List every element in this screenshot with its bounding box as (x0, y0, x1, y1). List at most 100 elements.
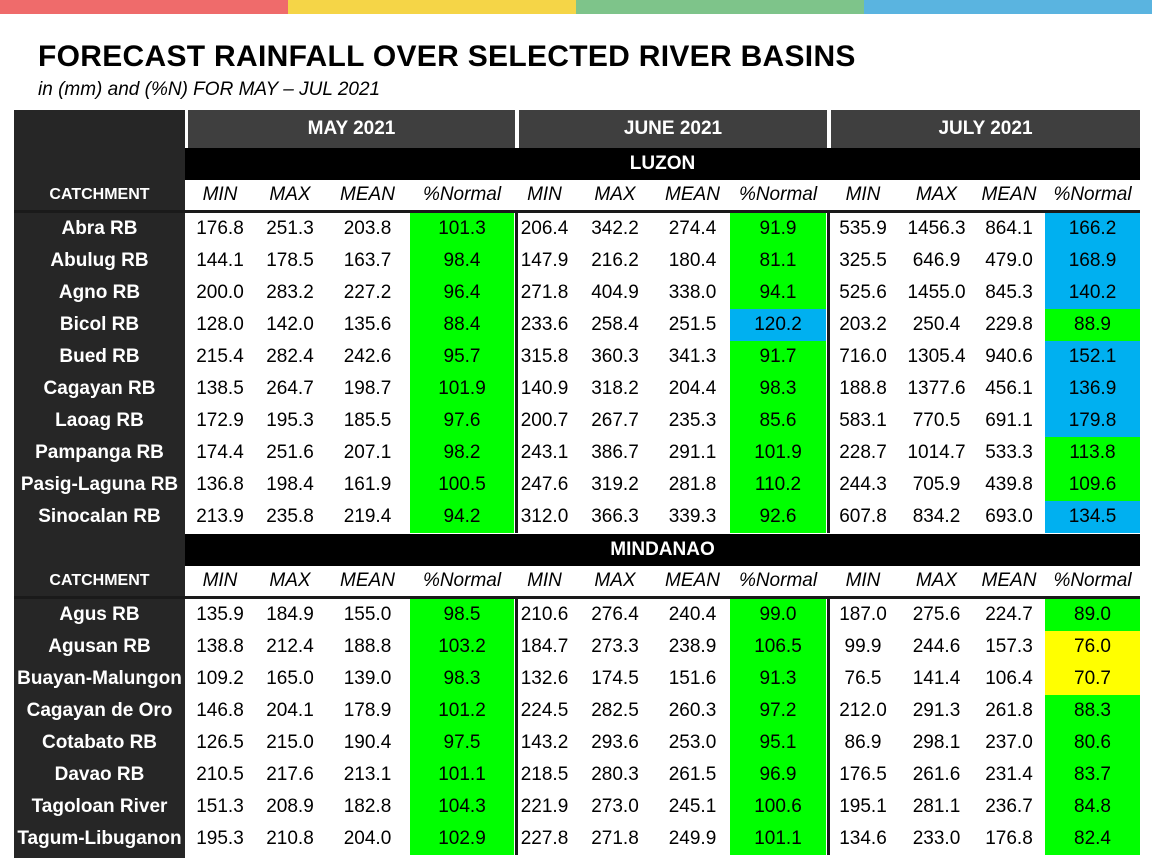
pct-normal-cell-normal: 89.0 (1045, 599, 1140, 631)
cell-may-max: 195.3 (266, 410, 314, 431)
pct-normal-cell-normal: 103.2 (410, 631, 514, 663)
cell-jun-min: 218.5 (520, 764, 569, 785)
cell-may-min: 146.8 (196, 700, 244, 721)
pct-normal-cell-normal: 81.1 (730, 245, 826, 277)
cell-jul-max: 244.6 (912, 636, 961, 657)
column-header-mean: MEAN (665, 184, 720, 205)
cell-jul-mean: 439.8 (985, 474, 1033, 495)
page-title: FORECAST RAINFALL OVER SELECTED RIVER BA… (38, 40, 856, 73)
cell-jul-min: 607.8 (839, 506, 887, 527)
pct-normal-cell-normal: 101.2 (410, 695, 514, 727)
pct-normal-cell-normal: 98.4 (410, 245, 514, 277)
column-header-mean: MEAN (981, 184, 1037, 205)
top-color-bar (0, 0, 1152, 14)
pct-normal-cell-normal: 92.6 (730, 501, 826, 533)
cell-may-max: 251.6 (266, 442, 314, 463)
cell-jun-max: 342.2 (591, 218, 639, 239)
column-header-min: MIN (202, 184, 238, 205)
cell-jul-min: 188.8 (839, 378, 887, 399)
cell-jun-mean: 240.4 (668, 604, 717, 625)
cell-jul-min: 195.1 (839, 796, 887, 817)
column-header-pct-normal: %Normal (738, 184, 818, 205)
top-bar-segment-blue (864, 0, 1152, 14)
cell-jul-mean: 693.0 (985, 506, 1033, 527)
cell-jun-min: 221.9 (520, 796, 569, 817)
cell-jun-max: 404.9 (591, 282, 639, 303)
cell-may-mean: 139.0 (343, 668, 392, 689)
table-row: 174.4 251.6 207.1 98.2 243.1 386.7 291.1 101.9 2… (185, 437, 1140, 469)
cell-jul-mean: 231.4 (985, 764, 1033, 785)
cell-may-max: 212.4 (266, 636, 314, 657)
column-header-min: MIN (527, 184, 562, 205)
cell-jul-max: 281.1 (912, 796, 961, 817)
pct-normal-cell-normal: 101.3 (410, 213, 514, 245)
catchment-header: CATCHMENT (49, 572, 150, 589)
cell-jun-min: 243.1 (520, 442, 569, 463)
cell-may-mean: 198.7 (343, 378, 392, 399)
cell-jul-mean: 864.1 (985, 218, 1033, 239)
cell-may-max: 217.6 (266, 764, 314, 785)
cell-jun-min: 315.8 (520, 346, 569, 367)
column-header-max: MAX (594, 570, 636, 591)
cell-jun-min: 224.5 (520, 700, 569, 721)
pct-normal-cell-above-normal: 134.5 (1045, 501, 1140, 533)
column-header-mean: MEAN (665, 570, 720, 591)
cell-jul-min: 525.6 (839, 282, 887, 303)
cell-jun-mean: 274.4 (668, 218, 717, 239)
table-row: 172.9 195.3 185.5 97.6 200.7 267.7 235.3 85.6 58… (185, 405, 1140, 437)
pct-normal-cell-normal: 99.0 (730, 599, 826, 631)
row-label-catchment: Abulug RB (50, 250, 149, 271)
cell-jul-mean: 237.0 (985, 732, 1033, 753)
cell-jun-mean: 339.3 (668, 506, 717, 527)
row-label-catchment: Laoag RB (55, 410, 144, 431)
pct-normal-cell-normal: 101.1 (410, 759, 514, 791)
column-header-pct-normal: %Normal (422, 184, 502, 205)
pct-normal-cell-above-normal: 136.9 (1045, 373, 1140, 405)
cell-jul-min: 228.7 (839, 442, 887, 463)
cell-jun-mean: 235.3 (668, 410, 717, 431)
cell-jul-mean: 533.3 (985, 442, 1033, 463)
column-header-min: MIN (845, 570, 881, 591)
cell-jul-max: 250.4 (912, 314, 961, 335)
row-label-catchment: Cagayan RB (43, 378, 156, 399)
cell-jun-min: 143.2 (520, 732, 569, 753)
region-header[interactable]: MINDANAO (185, 534, 1140, 566)
pct-normal-cell-normal: 91.9 (730, 213, 826, 245)
cell-may-min: 151.3 (196, 796, 244, 817)
cell-jun-mean: 238.9 (668, 636, 717, 657)
region-header[interactable]: LUZON (185, 148, 1140, 180)
cell-may-mean: 178.9 (343, 700, 392, 721)
cell-may-max: 215.0 (266, 732, 314, 753)
row-label-catchment: Buayan-Malungon (17, 668, 182, 689)
cell-may-max: 251.3 (266, 218, 314, 239)
cell-may-mean: 185.5 (343, 410, 392, 431)
row-label-catchment: Tagum-Libuganon (17, 828, 182, 849)
cell-may-mean: 190.4 (343, 732, 392, 753)
row-label-catchment: Cagayan de Oro (26, 700, 173, 721)
cell-may-min: 195.3 (196, 828, 244, 849)
cell-may-max: 204.1 (266, 700, 314, 721)
cell-jul-min: 76.5 (844, 668, 882, 689)
month-header-june: JUNE 2021 (519, 110, 827, 148)
cell-may-min: 215.4 (196, 346, 244, 367)
column-header-min: MIN (527, 570, 562, 591)
pct-normal-cell-normal: 101.1 (730, 823, 826, 855)
pct-normal-cell-normal: 91.3 (730, 663, 826, 695)
pct-normal-cell-normal: 94.1 (730, 277, 826, 309)
row-label-catchment: Davao RB (54, 764, 145, 785)
cell-may-min: 135.9 (196, 604, 244, 625)
column-header-max: MAX (594, 184, 636, 205)
cell-jul-min: 212.0 (839, 700, 887, 721)
pct-normal-cell-normal: 104.3 (410, 791, 514, 823)
cell-jul-max: 1377.6 (907, 378, 966, 399)
column-header-mean: MEAN (981, 570, 1037, 591)
pct-normal-cell-normal: 82.4 (1045, 823, 1140, 855)
column-header-max: MAX (269, 570, 311, 591)
cell-jul-max: 298.1 (912, 732, 961, 753)
pct-normal-cell-above-normal: 120.2 (730, 309, 826, 341)
cell-may-mean: 188.8 (343, 636, 392, 657)
pct-normal-cell-normal: 98.3 (730, 373, 826, 405)
column-header-mean: MEAN (340, 570, 395, 591)
column-header-pct-normal: %Normal (738, 570, 818, 591)
cell-jul-mean: 157.3 (985, 636, 1033, 657)
